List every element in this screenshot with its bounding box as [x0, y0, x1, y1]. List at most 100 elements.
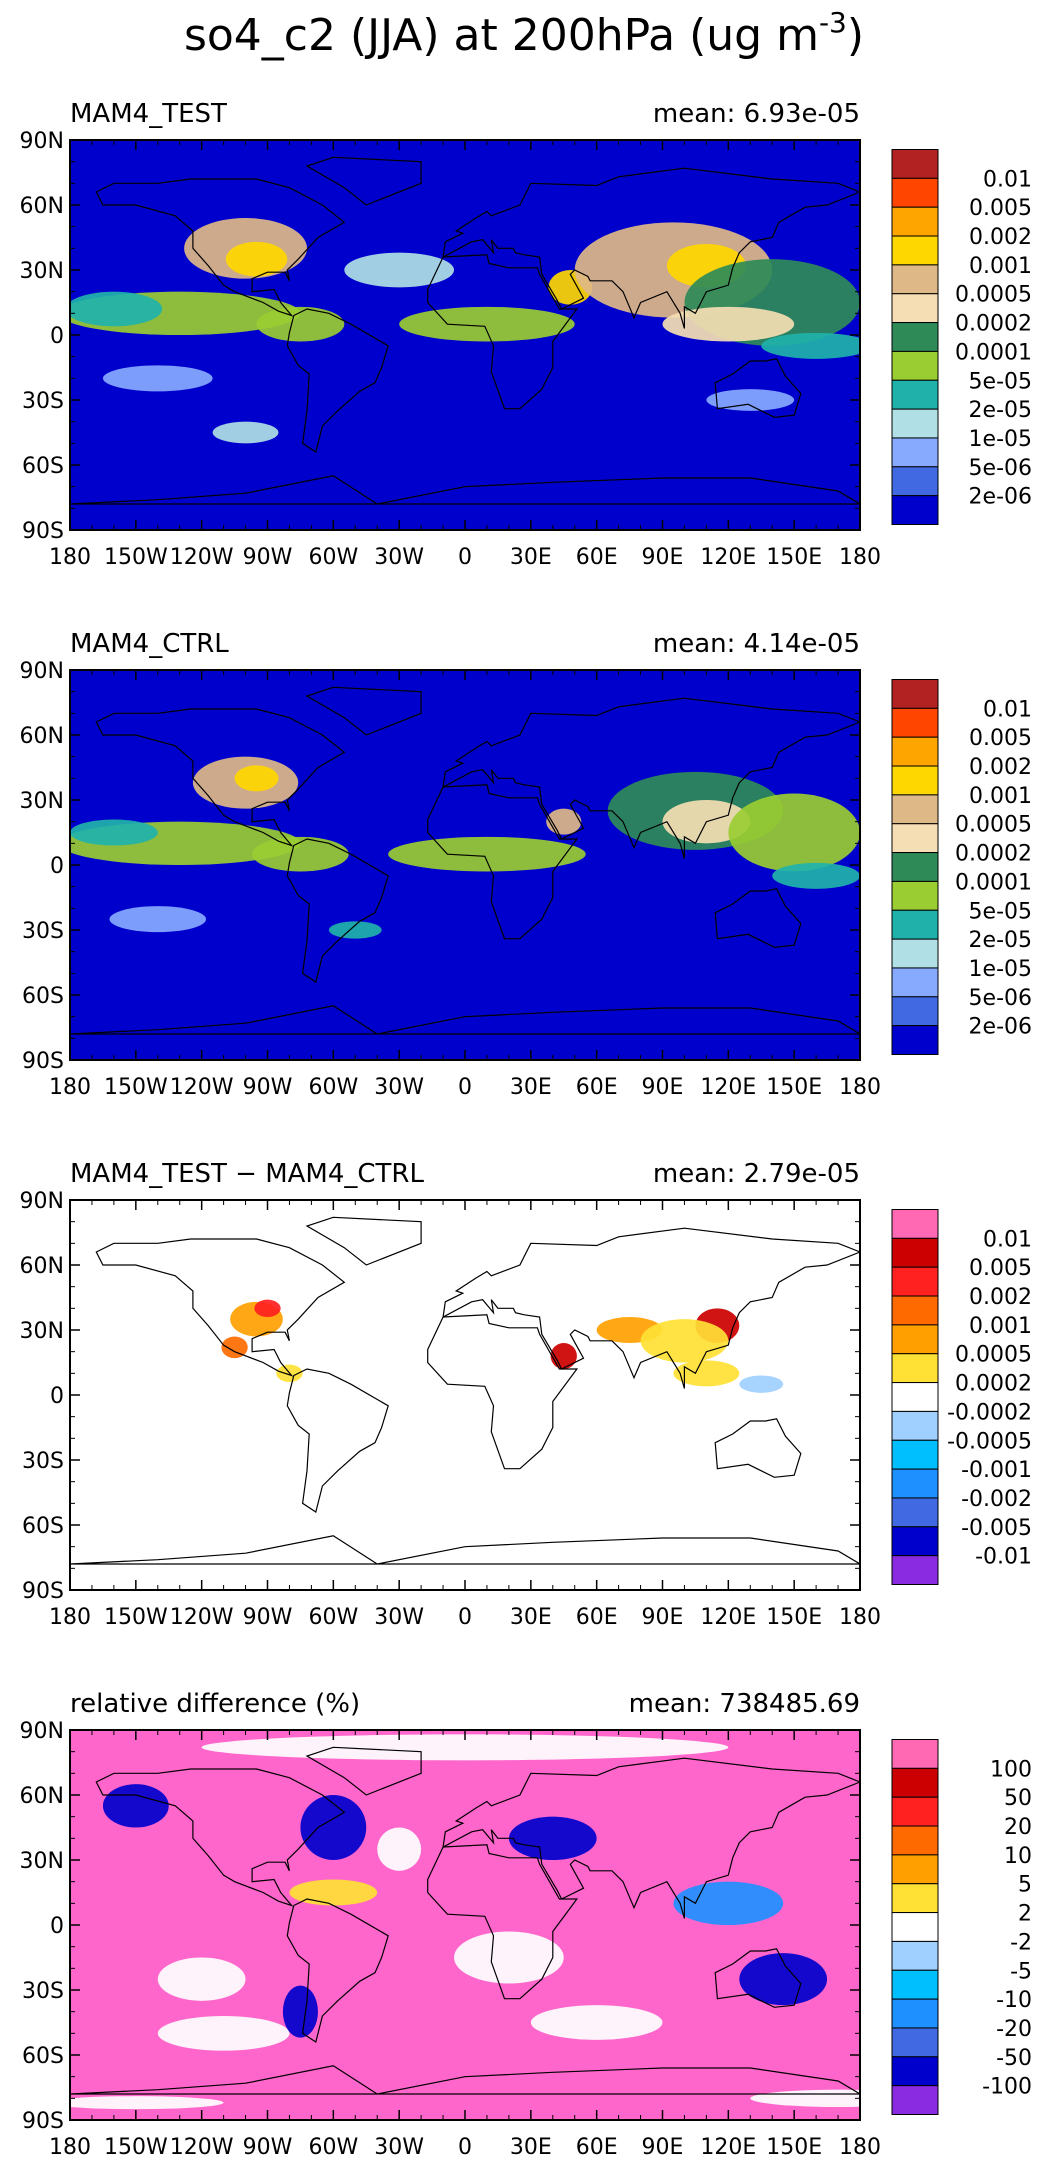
lon-tick-label: 0 — [458, 1075, 472, 1100]
field-contour — [454, 1931, 564, 1984]
field-contour — [662, 306, 795, 342]
legend-swatch — [891, 206, 939, 237]
coastline — [714, 1948, 802, 2008]
lat-tick-label: 30S — [22, 1449, 64, 1474]
field-contour — [102, 365, 213, 392]
lon-tick-label: 60E — [576, 1075, 618, 1100]
lon-tick-label: 90E — [642, 1075, 684, 1100]
lon-tick-label: 30W — [374, 1605, 424, 1630]
legend-swatch — [891, 437, 939, 468]
lon-tick-label: 180 — [49, 1075, 91, 1100]
coastline — [427, 254, 579, 410]
legend-swatch — [891, 1526, 939, 1557]
lat-tick-label: 30S — [22, 919, 64, 944]
lat-tick-label: 30N — [20, 259, 64, 284]
panel-label: MAM4_TEST − MAM4_CTRL — [70, 1159, 424, 1189]
lat-tick-label: 60N — [20, 1254, 64, 1279]
panel-mean: mean: 6.93e-05 — [653, 99, 860, 129]
coastline — [286, 1368, 389, 1513]
legend-swatch — [891, 495, 939, 525]
legend-swatch — [891, 1237, 939, 1268]
legend-label: 2 — [1018, 1902, 1032, 1927]
legend-swatch — [891, 1209, 939, 1239]
field-contour — [772, 862, 860, 889]
lat-tick-label: 90S — [22, 1579, 64, 1604]
field-contour — [640, 1319, 729, 1363]
legend-swatch — [891, 293, 939, 324]
field-contour — [706, 389, 795, 411]
coastline — [95, 178, 346, 317]
lat-tick-label: 60S — [22, 984, 64, 1009]
lon-tick-label: 150E — [766, 545, 822, 570]
coastline — [442, 697, 860, 859]
legend-label: 2e-06 — [969, 1015, 1032, 1040]
legend-label: 5 — [1018, 1873, 1032, 1898]
field-contour — [328, 921, 382, 939]
legend-label: -0.005 — [961, 1516, 1032, 1541]
lon-tick-label: 60W — [308, 1075, 358, 1100]
lat-tick-label: 0 — [50, 854, 64, 879]
legend-label: 5e-06 — [969, 456, 1032, 481]
lon-tick-label: 120W — [170, 1075, 234, 1100]
field-contour — [225, 241, 288, 277]
legend-label: 0.01 — [983, 1227, 1032, 1252]
lon-tick-label: 180 — [49, 545, 91, 570]
field-contour — [289, 1879, 378, 1906]
field-contour — [739, 1953, 828, 2006]
coastline — [427, 1844, 579, 2000]
field-contour — [109, 906, 207, 933]
map-background — [70, 1730, 860, 2120]
legend-swatch — [891, 1468, 939, 1499]
panel-3: relative difference (%) mean: 738485.69 90… — [20, 1689, 1032, 2160]
lat-tick-label: 90S — [22, 519, 64, 544]
lon-tick-label: 150E — [766, 1075, 822, 1100]
title-main: so4_c2 (JJA) at 200hPa (ug m — [184, 10, 819, 61]
legend-label: 0.0005 — [955, 1343, 1032, 1368]
lon-tick-label: 60W — [308, 1605, 358, 1630]
field-contour — [399, 306, 575, 342]
lon-tick-label: 30W — [374, 1075, 424, 1100]
field-contour — [254, 1299, 281, 1318]
legend-swatch — [891, 967, 939, 998]
lon-tick-label: 0 — [458, 1605, 472, 1630]
field-contour — [70, 291, 163, 327]
coastline — [427, 784, 579, 940]
coastline — [305, 1746, 422, 1796]
legend-swatch — [891, 1796, 939, 1827]
lon-tick-label: 30W — [374, 545, 424, 570]
field-contour — [234, 765, 279, 792]
legend-label: -0.002 — [961, 1487, 1032, 1512]
legend-swatch — [891, 1266, 939, 1297]
legend-label: 0.005 — [969, 196, 1032, 221]
lat-tick-label: 60N — [20, 1784, 64, 1809]
lon-tick-label: 150W — [104, 1605, 168, 1630]
coastline — [70, 475, 860, 505]
field-contour — [550, 1343, 577, 1369]
coastline — [714, 888, 802, 948]
legend-swatch — [891, 823, 939, 854]
legend-label: 0.002 — [969, 225, 1032, 250]
legend-label: -2 — [1010, 1930, 1032, 1955]
coastline — [286, 1898, 389, 2043]
legend-swatch — [891, 149, 939, 179]
coastline — [286, 838, 389, 983]
panel-mean: mean: 4.14e-05 — [653, 629, 860, 659]
lon-tick-label: 180 — [49, 2135, 91, 2160]
field-contour — [508, 1816, 597, 1861]
lat-tick-label: 90S — [22, 1049, 64, 1074]
legend-swatch — [891, 1324, 939, 1355]
lon-tick-label: 120W — [170, 1605, 234, 1630]
panel-label: MAM4_CTRL — [70, 629, 229, 659]
legend-label: -0.0005 — [947, 1429, 1032, 1454]
coastline — [714, 358, 802, 418]
field-contour — [546, 808, 582, 835]
title-close: ) — [847, 10, 864, 61]
legend-swatch — [891, 2056, 939, 2087]
lon-tick-label: 90W — [243, 1075, 293, 1100]
coastline — [442, 1227, 860, 1389]
lon-tick-label: 90E — [642, 2135, 684, 2160]
map-area — [70, 1730, 860, 2120]
legend-label: 10 — [1004, 1844, 1032, 1869]
legend-swatch — [891, 1767, 939, 1798]
legend-swatch — [891, 909, 939, 940]
